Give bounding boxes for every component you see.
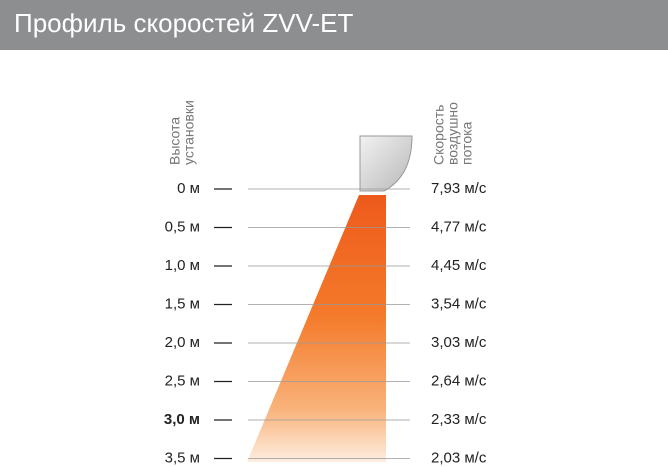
axis-label: потока xyxy=(459,121,475,165)
speed-label: 4,45 м/с xyxy=(431,257,487,274)
axis-label: воздушно xyxy=(445,102,461,165)
air-flow-cone xyxy=(247,195,386,462)
speed-label: 2,64 м/с xyxy=(431,372,487,389)
height-label: 2,0 м xyxy=(165,334,200,351)
axis-label: Высота xyxy=(167,117,183,165)
speed-label: 7,93 м/с xyxy=(431,180,487,197)
title: Профиль скоростей ZVV-ET xyxy=(14,8,354,38)
height-label: 1,0 м xyxy=(165,257,200,274)
speed-label: 4,77 м/с xyxy=(431,218,487,235)
speed-label: 3,54 м/с xyxy=(431,295,487,312)
height-label: 3,5 м xyxy=(165,449,200,466)
height-label: 0,5 м xyxy=(165,218,200,235)
height-label: 1,5 м xyxy=(165,295,200,312)
axis-label: установки xyxy=(181,100,197,165)
speed-label: 2,33 м/с xyxy=(431,411,487,428)
device xyxy=(359,135,413,192)
height-label: 0 м xyxy=(177,180,200,197)
height-label: 3,0 м xyxy=(164,411,200,428)
speed-label: 2,03 м/с xyxy=(431,449,487,466)
header-bar: Профиль скоростей ZVV-ET xyxy=(0,0,668,50)
height-label: 2,5 м xyxy=(165,372,200,389)
speed-label: 3,03 м/с xyxy=(431,334,487,351)
axis-label: Скорость xyxy=(431,105,447,165)
